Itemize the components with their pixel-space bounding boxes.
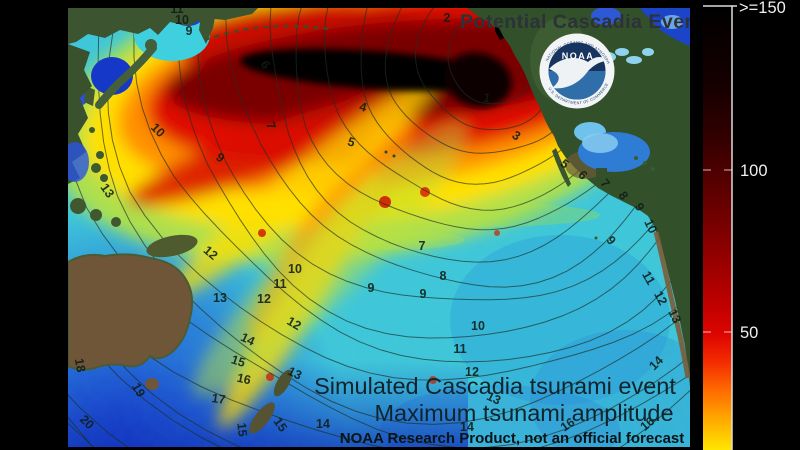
max-amplitude-black-beam bbox=[240, 48, 512, 108]
contour-hour-label: 10 bbox=[175, 13, 189, 27]
sea-of-japan bbox=[91, 57, 133, 95]
land-indonesia bbox=[111, 217, 121, 227]
contour-hour-label: 11 bbox=[453, 342, 466, 356]
great-lake-4 bbox=[642, 48, 654, 56]
caption-disclaimer: NOAA Research Product, not an official f… bbox=[340, 430, 685, 447]
noaa-seagull-icon bbox=[549, 57, 608, 89]
page-title: Potential Cascadia Event bbox=[460, 11, 704, 33]
contour-hour-label: 13 bbox=[213, 291, 227, 305]
south-china-sea bbox=[68, 142, 89, 182]
contour-hour-label: 18 bbox=[72, 357, 88, 373]
hawaii-island-1 bbox=[384, 150, 388, 154]
contour-hour-label: 12 bbox=[465, 365, 479, 379]
caribbean-island-3 bbox=[651, 167, 655, 171]
contour-hour-label: 16 bbox=[236, 371, 253, 388]
contour-line-13h bbox=[97, 8, 690, 425]
contour-hour-label: 16 bbox=[558, 415, 577, 434]
land-philippines-2 bbox=[91, 163, 101, 173]
caribbean-island-1 bbox=[634, 156, 638, 160]
contour-hour-label: 12 bbox=[257, 292, 271, 306]
contour-hour-label: 14 bbox=[460, 420, 474, 434]
contour-labels: 1110921345671091312101112131214151617181… bbox=[72, 2, 684, 437]
colorbar-label-100: 100 bbox=[740, 162, 768, 180]
colorbar: >=150 100 50 bbox=[703, 0, 786, 450]
contour-hour-label: 15 bbox=[234, 422, 249, 437]
caribbean-island-2 bbox=[643, 161, 647, 165]
colorbar-gradient bbox=[703, 6, 732, 450]
caribbean-shallow bbox=[582, 133, 618, 153]
hudson-bay bbox=[591, 8, 621, 25]
atlantic-shallow bbox=[661, 15, 683, 29]
contour-hour-label: 2 bbox=[444, 11, 451, 25]
contour-hour-label: 9 bbox=[368, 281, 375, 295]
land-borneo bbox=[70, 198, 86, 214]
colorbar-label-max: >=150 bbox=[739, 0, 786, 17]
land-nz-south-island bbox=[249, 402, 275, 434]
contour-hour-label: 14 bbox=[238, 330, 257, 349]
land-japan bbox=[95, 44, 157, 109]
hawaii-island-2 bbox=[392, 154, 396, 158]
contour-hour-label: 13 bbox=[98, 181, 117, 200]
caption-line2: Maximum tsunami amplitude bbox=[374, 400, 673, 426]
land-north-and-south-america bbox=[467, 8, 690, 387]
land-sulawesi bbox=[90, 209, 102, 221]
contour-hour-label: 14 bbox=[316, 417, 330, 431]
contour-hour-label: 13 bbox=[484, 389, 503, 408]
hot-spots bbox=[258, 187, 500, 384]
land-vancouver-island bbox=[495, 22, 504, 40]
contour-hour-label: 10 bbox=[288, 262, 302, 276]
contour-hour-label: 12 bbox=[651, 289, 670, 308]
contour-hour-label: 10 bbox=[471, 319, 485, 333]
contour-line-14h bbox=[68, 153, 690, 447]
contour-hour-label: 8 bbox=[440, 269, 447, 283]
great-lake-3 bbox=[626, 56, 642, 64]
contour-hour-label: 15 bbox=[229, 352, 247, 370]
aleutian-islands bbox=[204, 24, 331, 42]
contour-hour-label: 7 bbox=[419, 239, 426, 253]
andes-mountains bbox=[653, 231, 690, 379]
contour-hour-label: 5 bbox=[346, 134, 357, 149]
noaa-logo-acronym: NOAA bbox=[562, 51, 595, 61]
contour-hour-label: 15 bbox=[271, 415, 290, 434]
contour-hour-label: 11 bbox=[639, 269, 658, 287]
contour-hour-label: 9 bbox=[186, 24, 193, 38]
land-nz-north-island bbox=[273, 369, 293, 397]
contour-hour-label: 1 bbox=[482, 91, 491, 106]
land-tasmania bbox=[145, 378, 159, 390]
contour-hour-label: 13 bbox=[285, 364, 304, 383]
land-philippines-3 bbox=[100, 174, 108, 182]
galapagos-island bbox=[594, 236, 598, 240]
contour-hour-label: 11 bbox=[170, 2, 183, 16]
contour-hour-label: 9 bbox=[420, 287, 427, 301]
land-taiwan bbox=[89, 127, 95, 133]
contour-hour-label: 7 bbox=[263, 120, 279, 131]
contour-hour-label: 10 bbox=[641, 217, 660, 236]
contour-hour-label: 13 bbox=[665, 307, 684, 326]
contour-line-12h bbox=[106, 8, 690, 381]
colorbar-label-50: 50 bbox=[740, 324, 758, 342]
land-philippines-1 bbox=[96, 151, 104, 159]
contour-hour-label: 11 bbox=[273, 277, 286, 291]
contour-hour-label: 12 bbox=[284, 314, 303, 333]
contour-line-11h bbox=[133, 8, 690, 363]
land-australia bbox=[68, 253, 194, 371]
land-baja-california bbox=[552, 148, 571, 187]
great-lake-2 bbox=[615, 48, 629, 56]
caption-line1: Simulated Cascadia tsunami event bbox=[314, 373, 676, 399]
land-yucatan bbox=[596, 168, 607, 177]
contour-hour-label: 17 bbox=[211, 391, 227, 407]
contour-hour-label: 19 bbox=[129, 380, 148, 399]
land-kamchatka bbox=[199, 8, 216, 44]
contour-hour-label: 4 bbox=[358, 99, 368, 114]
land-new-guinea bbox=[146, 234, 198, 258]
